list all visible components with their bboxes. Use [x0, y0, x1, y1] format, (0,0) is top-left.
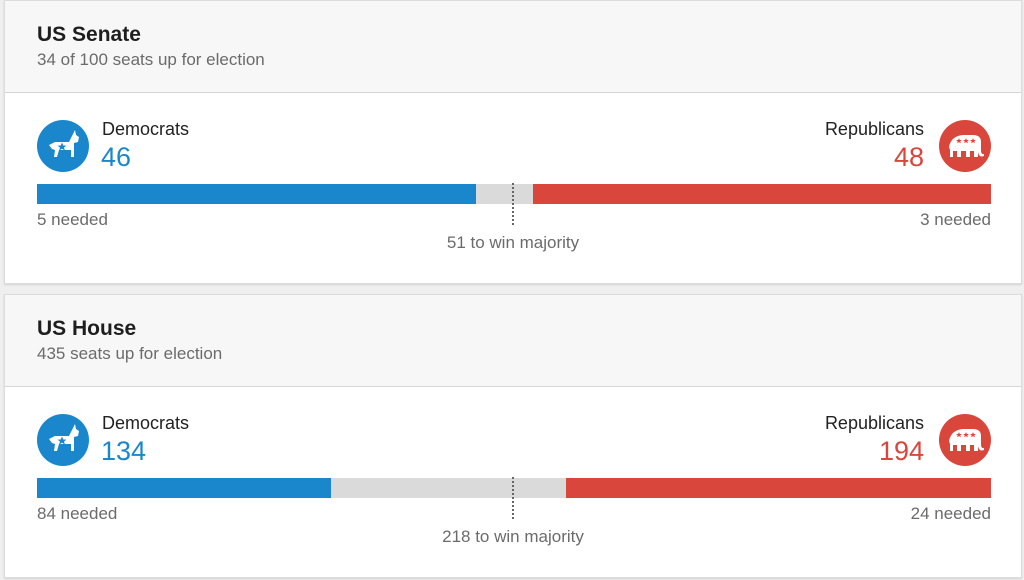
- house-majority-marker: [512, 477, 514, 519]
- senate-majority-label: 51 to win majority: [446, 233, 580, 252]
- senate-card: US Senate 34 of 100 seats up for electio…: [4, 0, 1022, 284]
- house-dem-seats: 134: [101, 436, 147, 466]
- house-dem-name: Democrats: [102, 413, 190, 433]
- house-dem-needed: 84 needed: [37, 504, 118, 523]
- senate-title: US Senate: [37, 23, 141, 46]
- senate-rep-name: Republicans: [824, 119, 924, 139]
- senate-majority-marker: [512, 183, 514, 225]
- elephant-icon: [939, 414, 991, 466]
- senate-header: US Senate 34 of 100 seats up for electio…: [5, 1, 1021, 93]
- donkey-icon: [37, 414, 89, 466]
- house-seat-bar: [37, 477, 991, 519]
- house-title: US House: [37, 317, 137, 340]
- house-card: US House 435 seats up for election Democ…: [4, 294, 1022, 578]
- house-rep-bar: [565, 478, 991, 498]
- senate-rep-bar: [533, 184, 991, 204]
- senate-seat-bar: [37, 183, 991, 225]
- senate-subtitle: 34 of 100 seats up for election: [37, 50, 265, 69]
- house-header: US House 435 seats up for election: [5, 295, 1021, 387]
- senate-rep-needed: 3 needed: [920, 210, 991, 229]
- house-body: Democrats 134 Republicans 194 84 needed …: [5, 387, 1021, 576]
- senate-dem-name: Democrats: [102, 119, 190, 139]
- senate-body: Democrats 46 Republicans 48 5 needed 3 n…: [5, 93, 1021, 282]
- house-rep-seats: 194: [878, 436, 924, 466]
- senate-rep-seats: 48: [893, 142, 924, 172]
- house-rep-name: Republicans: [824, 413, 924, 433]
- house-rep-needed: 24 needed: [910, 504, 991, 523]
- donkey-icon: [37, 120, 89, 172]
- senate-dem-needed: 5 needed: [37, 210, 108, 229]
- house-dem-bar: [37, 478, 331, 498]
- senate-dem-bar: [37, 184, 476, 204]
- house-majority-label: 218 to win majority: [442, 527, 584, 546]
- elephant-icon: [939, 120, 991, 172]
- house-subtitle: 435 seats up for election: [37, 344, 223, 363]
- senate-dem-seats: 46: [101, 142, 132, 172]
